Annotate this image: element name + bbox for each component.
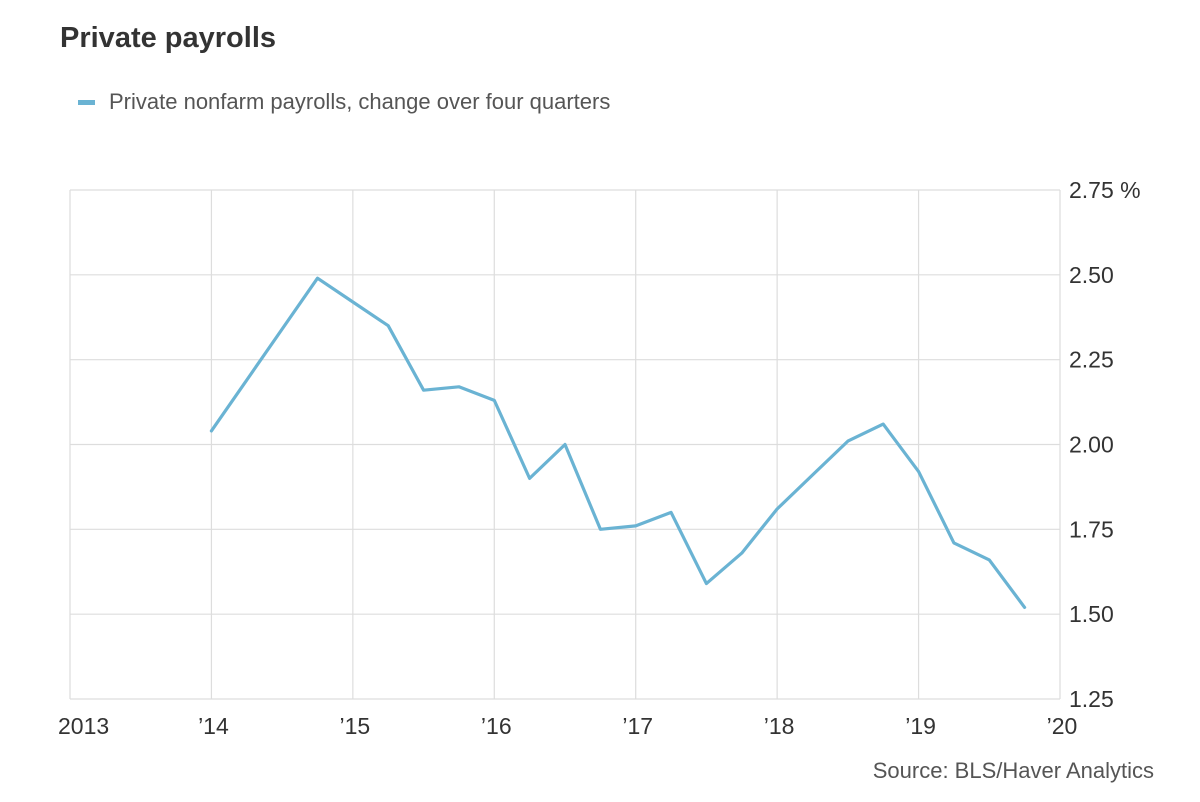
- x-tick-label: ’16: [481, 713, 512, 739]
- series-layer: [209, 276, 1027, 610]
- series-line: [209, 276, 1027, 610]
- y-tick-label: 1.25: [1069, 686, 1114, 712]
- y-tick-label: 2.75 %: [1069, 177, 1141, 203]
- x-tick-label: ’19: [905, 713, 936, 739]
- y-tick-label: 2.50: [1069, 262, 1114, 288]
- x-axis: 2013 ’14 ’15 ’16 ’17 ’18 ’19 ’20: [58, 713, 1077, 739]
- y-tick-label: 1.50: [1069, 601, 1114, 627]
- x-tick-label: ’18: [764, 713, 795, 739]
- x-tick-label: 2013: [58, 713, 109, 739]
- legend-label: Private nonfarm payrolls, change over fo…: [109, 89, 611, 114]
- legend: Private nonfarm payrolls, change over fo…: [78, 89, 610, 115]
- y-tick-label: 2.25: [1069, 347, 1114, 373]
- source-note: Source: BLS/Haver Analytics: [872, 758, 1154, 783]
- y-axis: 2.75 % 2.50 2.25 2.00 1.75 1.50 1.25: [1069, 177, 1141, 712]
- x-tick-label: ’20: [1047, 713, 1078, 739]
- x-tick-label: ’14: [198, 713, 229, 739]
- y-tick-label: 2.00: [1069, 432, 1114, 458]
- legend-swatch-icon: [78, 99, 95, 105]
- chart-title: Private payrolls: [60, 22, 276, 54]
- y-tick-label: 1.75: [1069, 516, 1114, 542]
- x-tick-label: ’17: [622, 713, 653, 739]
- x-tick-label: ’15: [340, 713, 371, 739]
